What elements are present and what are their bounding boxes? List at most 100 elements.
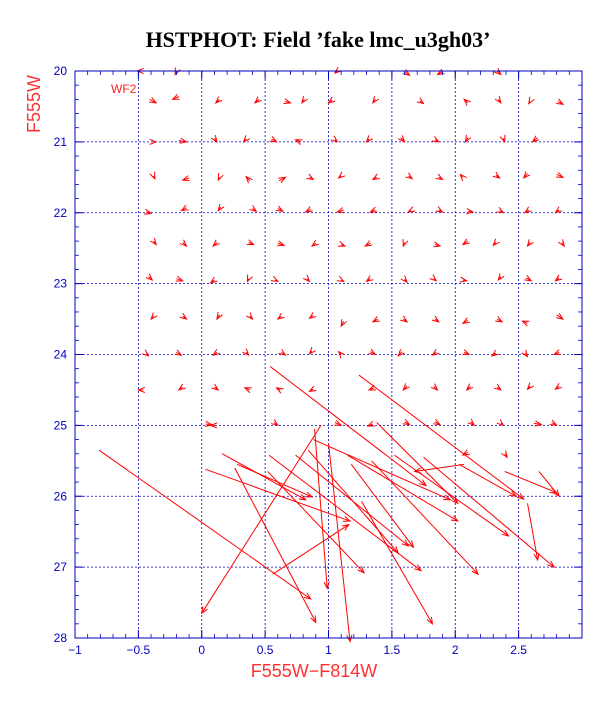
vector-short	[308, 347, 316, 355]
vector-short	[526, 239, 534, 248]
vector-short	[181, 175, 190, 182]
vector-short	[398, 135, 406, 143]
vector-short-head	[555, 98, 565, 105]
vector-long	[314, 428, 330, 590]
vector-long	[538, 471, 561, 498]
vector-short-head	[336, 275, 345, 283]
vector-short	[531, 135, 540, 143]
vector-short-head	[494, 95, 502, 104]
vector-short	[308, 312, 317, 320]
vector-short-head	[430, 383, 439, 391]
vector-short	[364, 240, 373, 247]
vector-short-head	[531, 135, 540, 143]
vector-long-head	[414, 564, 423, 572]
vector-short	[327, 96, 336, 104]
vector-short	[217, 173, 224, 182]
vector-short-head	[369, 206, 378, 213]
vector-short-head	[459, 276, 468, 283]
vector-short-head	[177, 383, 186, 391]
vector-short	[144, 208, 153, 215]
vector-long	[458, 463, 518, 497]
vector-short-head	[366, 420, 375, 427]
vector-long-shaft	[272, 524, 350, 575]
vector-short	[429, 274, 438, 282]
vector-short	[433, 418, 442, 426]
vector-short-head	[270, 419, 279, 427]
vector-short	[175, 275, 185, 282]
vector-short	[497, 273, 505, 282]
vector-short	[310, 239, 319, 247]
y-tick-label: 26	[54, 489, 68, 503]
vector-short	[462, 349, 471, 356]
vector-short-head	[210, 134, 218, 143]
vector-short	[555, 98, 565, 105]
vector-short-head	[310, 239, 319, 247]
vector-long-head	[552, 489, 561, 498]
vector-short-head	[149, 138, 158, 145]
vector-short-head	[278, 348, 287, 357]
vector-short	[179, 239, 188, 247]
vector-short-head	[304, 206, 313, 213]
vector-short	[397, 349, 405, 357]
vector-short-head	[212, 348, 221, 357]
vector-short	[431, 315, 440, 323]
vector-short-head	[245, 175, 253, 184]
y-tick-label: 23	[54, 277, 68, 291]
vector-short	[492, 171, 501, 179]
vector-short	[400, 315, 409, 323]
vector-short	[461, 449, 470, 456]
vector-short	[435, 206, 444, 213]
vector-long	[350, 464, 415, 549]
vector-short	[552, 349, 562, 356]
vector-short-head	[242, 135, 251, 143]
vector-short-head	[497, 273, 505, 282]
vector-short	[499, 134, 506, 144]
vector-long	[371, 460, 479, 576]
vector-short	[459, 276, 468, 283]
vector-short	[431, 348, 440, 357]
vector-short	[435, 173, 444, 181]
vector-short-head	[522, 171, 531, 180]
vector-short-head	[461, 238, 470, 246]
vector-short	[178, 137, 188, 144]
vector-short-head	[493, 383, 502, 391]
vector-short	[216, 312, 223, 321]
vector-short-head	[308, 312, 317, 320]
vector-short	[177, 383, 186, 391]
vector-short-head	[552, 349, 562, 356]
vector-long-shaft	[414, 463, 465, 472]
vector-short-head	[402, 239, 409, 248]
vector-short-head	[467, 418, 476, 427]
vector-short-head	[521, 320, 530, 327]
vector-short-head	[270, 275, 279, 283]
vector-short	[149, 138, 158, 145]
vector-short-head	[492, 238, 500, 247]
vector-short	[171, 93, 180, 100]
vector-short-head	[330, 135, 339, 143]
vector-long	[205, 468, 352, 522]
vector-short-head	[431, 315, 440, 323]
vector-short-head	[333, 66, 342, 74]
vector-short	[337, 350, 346, 359]
vector-short-head	[283, 98, 292, 105]
vector-short	[278, 348, 287, 357]
vector-long	[221, 453, 307, 501]
vector-short	[371, 173, 380, 181]
vector-long-shaft	[98, 449, 312, 600]
vector-long-shaft	[205, 468, 351, 522]
vector-short-head	[179, 239, 188, 247]
vector-short-head	[181, 175, 190, 182]
vector-long-shaft	[234, 467, 317, 623]
vector-short	[149, 171, 156, 180]
vector-short-head	[180, 204, 189, 212]
vector-short-head	[490, 349, 499, 357]
vector-short	[526, 382, 534, 391]
vector-short-head	[144, 208, 153, 215]
vector-short	[467, 418, 476, 427]
vector-short	[340, 319, 347, 328]
vector-short	[283, 98, 292, 105]
vector-long	[413, 463, 465, 474]
vector-short-head	[371, 316, 380, 323]
vector-long-head	[341, 523, 350, 531]
